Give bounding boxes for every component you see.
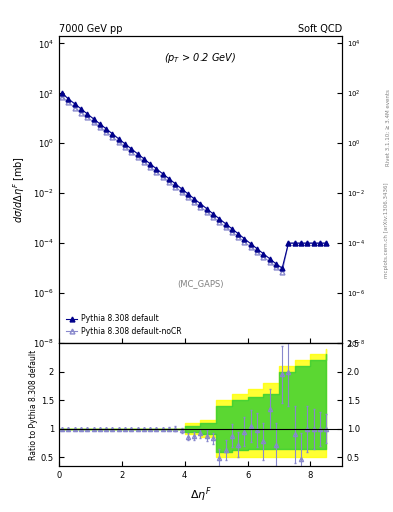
Pythia 8.308 default-noCR — [167, 179, 171, 185]
Legend: Pythia 8.308 default, Pythia 8.308 default-noCR: Pythia 8.308 default, Pythia 8.308 defau… — [63, 311, 185, 339]
Pythia 8.308 default — [274, 261, 278, 267]
Pythia 8.308 default-noCR — [66, 99, 71, 105]
Pythia 8.308 default — [173, 181, 178, 187]
Pythia 8.308 default — [123, 141, 127, 147]
Pythia 8.308 default — [311, 240, 316, 246]
Pythia 8.308 default-noCR — [280, 269, 285, 275]
Pythia 8.308 default-noCR — [324, 240, 329, 246]
Y-axis label: $d\sigma/d\Delta\eta^{F}$ [mb]: $d\sigma/d\Delta\eta^{F}$ [mb] — [12, 156, 28, 223]
Pythia 8.308 default-noCR — [104, 129, 108, 135]
Pythia 8.308 default — [242, 236, 247, 242]
Pythia 8.308 default-noCR — [305, 240, 310, 246]
Pythia 8.308 default-noCR — [211, 214, 215, 220]
Pythia 8.308 default-noCR — [97, 124, 102, 130]
Pythia 8.308 default-noCR — [286, 240, 291, 246]
Pythia 8.308 default — [135, 151, 140, 157]
Pythia 8.308 default-noCR — [123, 144, 127, 150]
Pythia 8.308 default-noCR — [141, 159, 146, 165]
Pythia 8.308 default-noCR — [85, 114, 90, 120]
Pythia 8.308 default-noCR — [60, 94, 64, 100]
Pythia 8.308 default-noCR — [160, 174, 165, 180]
Pythia 8.308 default-noCR — [192, 199, 196, 205]
Pythia 8.308 default-noCR — [198, 204, 203, 210]
Pythia 8.308 default-noCR — [223, 224, 228, 230]
Pythia 8.308 default-noCR — [217, 219, 222, 225]
Pythia 8.308 default — [280, 265, 285, 271]
Pythia 8.308 default — [60, 90, 64, 96]
Pythia 8.308 default-noCR — [248, 244, 253, 250]
Pythia 8.308 default-noCR — [230, 229, 234, 235]
Pythia 8.308 default — [72, 101, 77, 107]
Pythia 8.308 default — [248, 241, 253, 247]
Text: Soft QCD: Soft QCD — [298, 24, 342, 34]
Pythia 8.308 default — [167, 176, 171, 182]
Pythia 8.308 default-noCR — [129, 149, 134, 155]
Pythia 8.308 default-noCR — [185, 194, 190, 200]
Pythia 8.308 default — [211, 211, 215, 217]
Pythia 8.308 default-noCR — [236, 233, 241, 240]
Pythia 8.308 default — [160, 170, 165, 177]
Text: mcplots.cern.ch [arXiv:1306.3436]: mcplots.cern.ch [arXiv:1306.3436] — [384, 183, 389, 278]
Pythia 8.308 default-noCR — [311, 240, 316, 246]
Pythia 8.308 default — [305, 240, 310, 246]
Pythia 8.308 default — [217, 216, 222, 222]
Pythia 8.308 default-noCR — [154, 169, 159, 175]
Pythia 8.308 default — [91, 116, 96, 122]
Pythia 8.308 default — [185, 190, 190, 197]
Pythia 8.308 default — [236, 230, 241, 237]
Pythia 8.308 default — [261, 250, 266, 257]
Pythia 8.308 default-noCR — [204, 209, 209, 215]
Text: 7000 GeV pp: 7000 GeV pp — [59, 24, 123, 34]
Pythia 8.308 default-noCR — [148, 164, 152, 170]
Pythia 8.308 default-noCR — [292, 240, 297, 246]
Pythia 8.308 default — [66, 96, 71, 102]
Pythia 8.308 default — [255, 246, 259, 252]
Pythia 8.308 default — [230, 226, 234, 232]
Pythia 8.308 default-noCR — [242, 239, 247, 245]
Pythia 8.308 default-noCR — [274, 264, 278, 270]
Pythia 8.308 default-noCR — [261, 254, 266, 260]
Pythia 8.308 default — [79, 105, 83, 112]
Pythia 8.308 default — [198, 201, 203, 207]
Pythia 8.308 default — [85, 111, 90, 117]
Text: ($p_{T}$ > 0.2 GeV): ($p_{T}$ > 0.2 GeV) — [164, 51, 237, 65]
Pythia 8.308 default — [97, 121, 102, 127]
Pythia 8.308 default — [110, 131, 115, 137]
Pythia 8.308 default-noCR — [91, 119, 96, 125]
Pythia 8.308 default — [204, 206, 209, 212]
Pythia 8.308 default — [179, 186, 184, 192]
Pythia 8.308 default — [129, 146, 134, 152]
Pythia 8.308 default — [292, 240, 297, 246]
Pythia 8.308 default — [267, 255, 272, 262]
Pythia 8.308 default-noCR — [173, 184, 178, 190]
Text: Rivet 3.1.10; ≥ 3.4M events: Rivet 3.1.10; ≥ 3.4M events — [386, 90, 391, 166]
Text: (MC_GAPS): (MC_GAPS) — [177, 279, 224, 288]
Pythia 8.308 default — [148, 161, 152, 167]
Pythia 8.308 default — [324, 240, 329, 246]
Pythia 8.308 default-noCR — [255, 249, 259, 255]
Pythia 8.308 default — [286, 240, 291, 246]
Line: Pythia 8.308 default: Pythia 8.308 default — [60, 91, 329, 270]
Pythia 8.308 default — [116, 136, 121, 142]
Pythia 8.308 default — [192, 196, 196, 202]
Pythia 8.308 default-noCR — [135, 154, 140, 160]
Pythia 8.308 default-noCR — [318, 240, 322, 246]
Pythia 8.308 default — [104, 126, 108, 132]
Pythia 8.308 default-noCR — [116, 139, 121, 145]
Pythia 8.308 default — [299, 240, 303, 246]
Pythia 8.308 default-noCR — [79, 110, 83, 116]
X-axis label: $\Delta\eta^{F}$: $\Delta\eta^{F}$ — [189, 485, 211, 504]
Pythia 8.308 default — [141, 156, 146, 162]
Pythia 8.308 default-noCR — [110, 134, 115, 140]
Pythia 8.308 default-noCR — [299, 240, 303, 246]
Pythia 8.308 default-noCR — [267, 259, 272, 265]
Pythia 8.308 default — [223, 221, 228, 227]
Line: Pythia 8.308 default-noCR: Pythia 8.308 default-noCR — [60, 95, 329, 274]
Pythia 8.308 default-noCR — [72, 104, 77, 111]
Pythia 8.308 default-noCR — [179, 189, 184, 195]
Pythia 8.308 default — [154, 166, 159, 172]
Y-axis label: Ratio to Pythia 8.308 default: Ratio to Pythia 8.308 default — [29, 349, 38, 460]
Pythia 8.308 default — [318, 240, 322, 246]
